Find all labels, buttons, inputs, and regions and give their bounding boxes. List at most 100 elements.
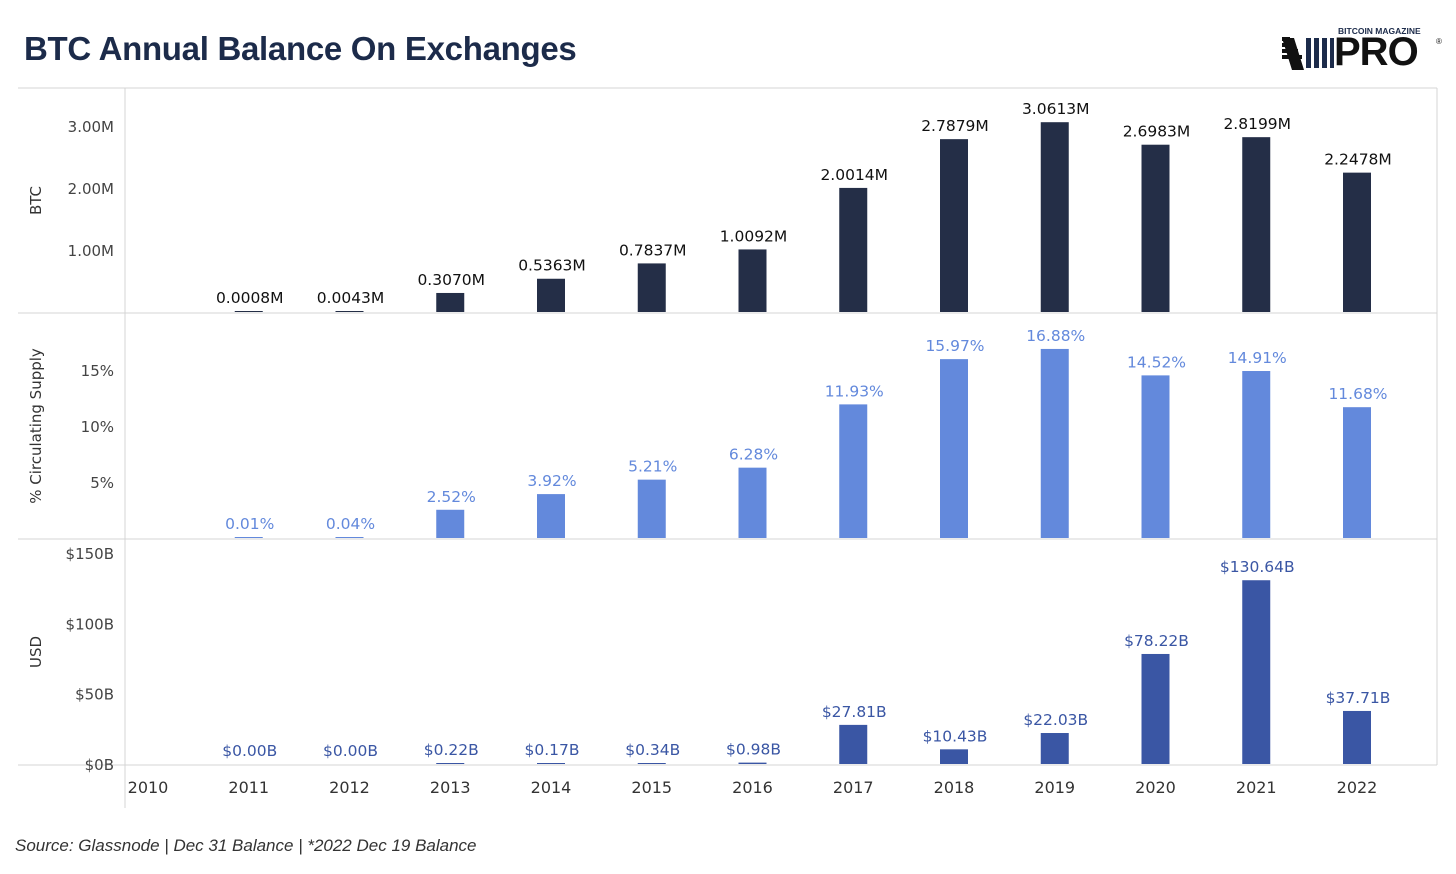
bar bbox=[537, 763, 565, 764]
source-note: Source: Glassnode | Dec 31 Balance | *20… bbox=[15, 836, 477, 855]
bar bbox=[537, 278, 565, 312]
stripes-logo-icon bbox=[1282, 37, 1334, 70]
brand-logo: BITCOIN MAGAZINE PRO ® bbox=[1280, 24, 1442, 76]
bar bbox=[940, 749, 968, 764]
bar bbox=[839, 724, 868, 764]
bar bbox=[436, 763, 465, 764]
x-tick-label: 2022 bbox=[1337, 778, 1378, 797]
y-axis-title: USD bbox=[27, 636, 45, 668]
x-tick-label: 2011 bbox=[228, 778, 269, 797]
bar bbox=[1040, 348, 1069, 538]
data-label: $0.17B bbox=[524, 741, 579, 759]
bar bbox=[1141, 144, 1170, 312]
data-label: $0.22B bbox=[424, 741, 479, 759]
x-tick-label: 2016 bbox=[732, 778, 773, 797]
bar bbox=[234, 311, 263, 312]
x-tick-label: 2013 bbox=[430, 778, 471, 797]
bar bbox=[839, 187, 868, 312]
data-label: 3.0613M bbox=[1022, 100, 1090, 118]
data-label: 0.0043M bbox=[317, 289, 385, 307]
y-tick-label: 10% bbox=[81, 418, 114, 436]
bar bbox=[940, 139, 968, 312]
data-label: 11.68% bbox=[1328, 385, 1387, 403]
data-label: 1.0092M bbox=[720, 227, 788, 245]
bar bbox=[1343, 407, 1371, 538]
data-label: $78.22B bbox=[1124, 632, 1189, 650]
data-label: 0.5363M bbox=[518, 257, 586, 275]
bar bbox=[637, 479, 666, 538]
bar bbox=[335, 311, 364, 312]
data-label: 15.97% bbox=[925, 337, 984, 355]
y-tick-label: $100B bbox=[66, 615, 114, 633]
data-label: $37.71B bbox=[1326, 689, 1391, 707]
data-label: $27.81B bbox=[822, 703, 887, 721]
y-axis-title: BTC bbox=[27, 186, 45, 215]
bar bbox=[1242, 137, 1271, 312]
data-label: 2.8199M bbox=[1223, 115, 1291, 133]
data-label: 3.92% bbox=[527, 472, 576, 490]
bar bbox=[1242, 371, 1271, 538]
y-tick-label: 1.00M bbox=[68, 242, 114, 260]
bar bbox=[940, 359, 968, 538]
bar bbox=[1040, 733, 1069, 764]
x-tick-label: 2021 bbox=[1236, 778, 1277, 797]
data-label: $0.00B bbox=[323, 742, 378, 760]
brand-name: PRO bbox=[1334, 30, 1419, 74]
data-label: 14.91% bbox=[1228, 349, 1287, 367]
bar bbox=[1242, 580, 1271, 764]
data-label: 6.28% bbox=[729, 446, 778, 464]
bar bbox=[738, 249, 767, 312]
x-tick-label: 2020 bbox=[1135, 778, 1176, 797]
bar bbox=[335, 537, 364, 538]
data-label: 0.7837M bbox=[619, 241, 687, 259]
data-label: 16.88% bbox=[1026, 327, 1085, 345]
y-tick-label: 3.00M bbox=[68, 118, 114, 136]
data-label: $10.43B bbox=[923, 727, 988, 745]
data-label: 0.01% bbox=[225, 515, 274, 533]
y-tick-label: 15% bbox=[81, 362, 114, 380]
x-tick-label: 2018 bbox=[934, 778, 975, 797]
data-label: 11.93% bbox=[825, 382, 884, 400]
data-label: 2.6983M bbox=[1123, 123, 1191, 141]
data-label: $0.98B bbox=[726, 741, 781, 759]
y-tick-label: $150B bbox=[66, 545, 114, 563]
y-tick-label: 5% bbox=[90, 474, 114, 492]
data-label: $0.34B bbox=[625, 741, 680, 759]
y-tick-label: 2.00M bbox=[68, 180, 114, 198]
bar bbox=[436, 292, 465, 312]
x-tick-label: 2015 bbox=[631, 778, 672, 797]
bar bbox=[1343, 172, 1371, 312]
x-tick-label: 2010 bbox=[128, 778, 169, 797]
data-label: $130.64B bbox=[1220, 558, 1295, 576]
bar bbox=[637, 263, 666, 312]
bar bbox=[738, 762, 767, 764]
bar bbox=[436, 509, 465, 538]
chart-title: BTC Annual Balance On Exchanges bbox=[24, 30, 577, 67]
x-tick-label: 2019 bbox=[1034, 778, 1075, 797]
data-label: 2.52% bbox=[427, 488, 476, 506]
x-tick-label: 2017 bbox=[833, 778, 874, 797]
bar bbox=[738, 467, 767, 538]
bar bbox=[234, 537, 263, 538]
bar bbox=[1141, 375, 1170, 538]
x-tick-label: 2014 bbox=[531, 778, 572, 797]
bar bbox=[637, 763, 666, 764]
data-label: 2.2478M bbox=[1324, 151, 1392, 169]
data-label: 0.0008M bbox=[216, 289, 284, 307]
data-label: $22.03B bbox=[1023, 711, 1088, 729]
y-axis-title: % Circulating Supply bbox=[27, 348, 45, 504]
data-label: 2.0014M bbox=[820, 166, 888, 184]
data-label: 2.7879M bbox=[921, 117, 989, 135]
bar bbox=[839, 404, 868, 538]
brand-registered-mark: ® bbox=[1436, 37, 1442, 46]
bar bbox=[537, 494, 565, 538]
data-label: 0.04% bbox=[326, 515, 375, 533]
x-tick-label: 2012 bbox=[329, 778, 370, 797]
bar bbox=[1343, 710, 1371, 764]
bar bbox=[1141, 653, 1170, 764]
data-label: 5.21% bbox=[628, 458, 677, 476]
data-label: 14.52% bbox=[1127, 353, 1186, 371]
y-tick-label: $0B bbox=[85, 756, 114, 774]
data-label: $0.00B bbox=[222, 742, 277, 760]
